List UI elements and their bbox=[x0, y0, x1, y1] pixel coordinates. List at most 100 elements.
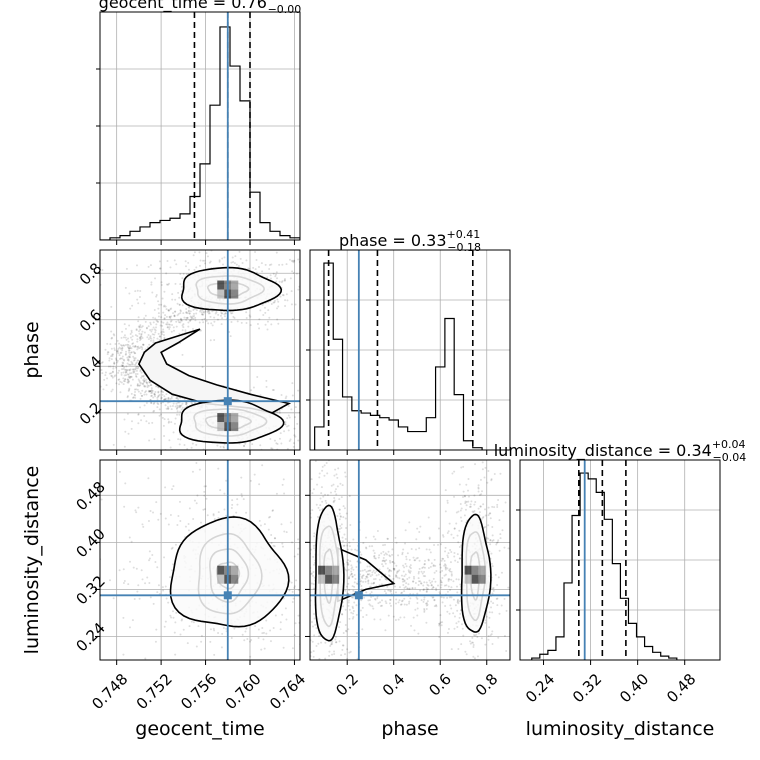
sample-point bbox=[172, 402, 175, 405]
sample-point bbox=[333, 499, 336, 502]
sample-point bbox=[245, 511, 248, 514]
sample-point bbox=[205, 485, 208, 488]
sample-point bbox=[137, 506, 140, 509]
sample-point bbox=[122, 368, 125, 371]
sample-point bbox=[332, 483, 335, 486]
sample-point bbox=[372, 582, 375, 585]
sample-point bbox=[289, 521, 292, 524]
sample-point bbox=[134, 357, 137, 360]
sample-point bbox=[135, 375, 138, 378]
sample-point bbox=[283, 279, 286, 282]
sample-point bbox=[160, 458, 162, 460]
sample-point bbox=[469, 503, 472, 506]
sample-point bbox=[347, 562, 350, 565]
sample-point bbox=[157, 395, 160, 398]
sample-point bbox=[272, 626, 275, 629]
sample-point bbox=[120, 381, 123, 384]
sample-point bbox=[136, 338, 139, 341]
title-plus: +0.41 bbox=[447, 228, 481, 241]
sample-point bbox=[378, 578, 381, 581]
sample-point bbox=[339, 621, 342, 624]
sample-point bbox=[142, 343, 145, 346]
sample-point bbox=[404, 573, 407, 576]
sample-point bbox=[444, 567, 447, 570]
sample-point bbox=[163, 434, 166, 437]
sample-point bbox=[271, 447, 274, 450]
sample-point bbox=[280, 523, 283, 526]
sample-point bbox=[135, 366, 138, 369]
sample-point bbox=[312, 655, 315, 658]
sample-point bbox=[476, 429, 478, 431]
sample-point bbox=[418, 547, 421, 550]
sample-point bbox=[149, 596, 152, 599]
sample-point bbox=[193, 499, 196, 502]
sample-point bbox=[131, 619, 134, 622]
sample-point bbox=[355, 604, 358, 607]
sample-point bbox=[168, 316, 171, 319]
title-minus: −0.18 bbox=[447, 241, 481, 254]
sample-point bbox=[121, 364, 124, 367]
sample-point bbox=[403, 597, 406, 600]
sample-point bbox=[123, 579, 126, 582]
sample-point bbox=[179, 633, 182, 636]
sample-point bbox=[359, 579, 362, 582]
sample-point bbox=[385, 602, 388, 605]
sample-point bbox=[123, 418, 126, 421]
sample-point bbox=[457, 620, 460, 623]
sample-point bbox=[255, 464, 257, 466]
sample-point bbox=[138, 384, 141, 387]
sample-point bbox=[137, 378, 140, 381]
sample-point bbox=[74, 266, 76, 268]
density-cell bbox=[332, 574, 340, 584]
sample-point bbox=[293, 586, 296, 589]
sample-point bbox=[130, 427, 133, 430]
sample-point bbox=[450, 533, 453, 536]
sample-point bbox=[492, 602, 495, 605]
sample-point bbox=[253, 663, 255, 665]
sample-point bbox=[317, 661, 319, 663]
sample-point bbox=[490, 479, 493, 482]
sample-point bbox=[449, 588, 452, 591]
sample-point bbox=[111, 388, 114, 391]
sample-point bbox=[291, 318, 294, 321]
sample-point bbox=[283, 530, 286, 533]
sample-point bbox=[408, 588, 411, 591]
sample-point bbox=[130, 351, 133, 354]
sample-point bbox=[221, 257, 224, 260]
sample-point bbox=[486, 481, 489, 484]
sample-point bbox=[352, 596, 355, 599]
sample-point bbox=[341, 613, 344, 616]
sample-point bbox=[118, 346, 121, 349]
sample-point bbox=[127, 583, 130, 586]
sample-point bbox=[316, 515, 319, 518]
sample-point bbox=[125, 338, 128, 341]
sample-point bbox=[132, 370, 135, 373]
sample-point bbox=[122, 568, 125, 571]
sample-point bbox=[191, 442, 194, 445]
sample-point bbox=[150, 387, 153, 390]
sample-point bbox=[369, 575, 372, 578]
sample-point bbox=[473, 509, 476, 512]
sample-point bbox=[452, 536, 455, 539]
sample-point bbox=[437, 543, 440, 546]
sample-point bbox=[131, 378, 134, 381]
sample-point bbox=[210, 322, 213, 325]
sample-point bbox=[159, 267, 162, 270]
sample-point bbox=[217, 511, 220, 514]
sample-point bbox=[419, 525, 422, 528]
sample-point bbox=[166, 283, 169, 286]
sample-point bbox=[481, 702, 483, 704]
sample-point bbox=[150, 339, 153, 342]
sample-point bbox=[347, 628, 350, 631]
sample-point bbox=[263, 523, 266, 526]
sample-point bbox=[491, 587, 494, 590]
sample-point bbox=[287, 424, 290, 427]
sample-point bbox=[427, 584, 430, 587]
sample-point bbox=[496, 503, 499, 506]
sample-point bbox=[106, 377, 109, 380]
sample-point bbox=[459, 557, 462, 560]
sample-point bbox=[307, 578, 309, 580]
sample-point bbox=[435, 587, 438, 590]
sample-point bbox=[490, 606, 493, 609]
sample-point bbox=[142, 375, 145, 378]
